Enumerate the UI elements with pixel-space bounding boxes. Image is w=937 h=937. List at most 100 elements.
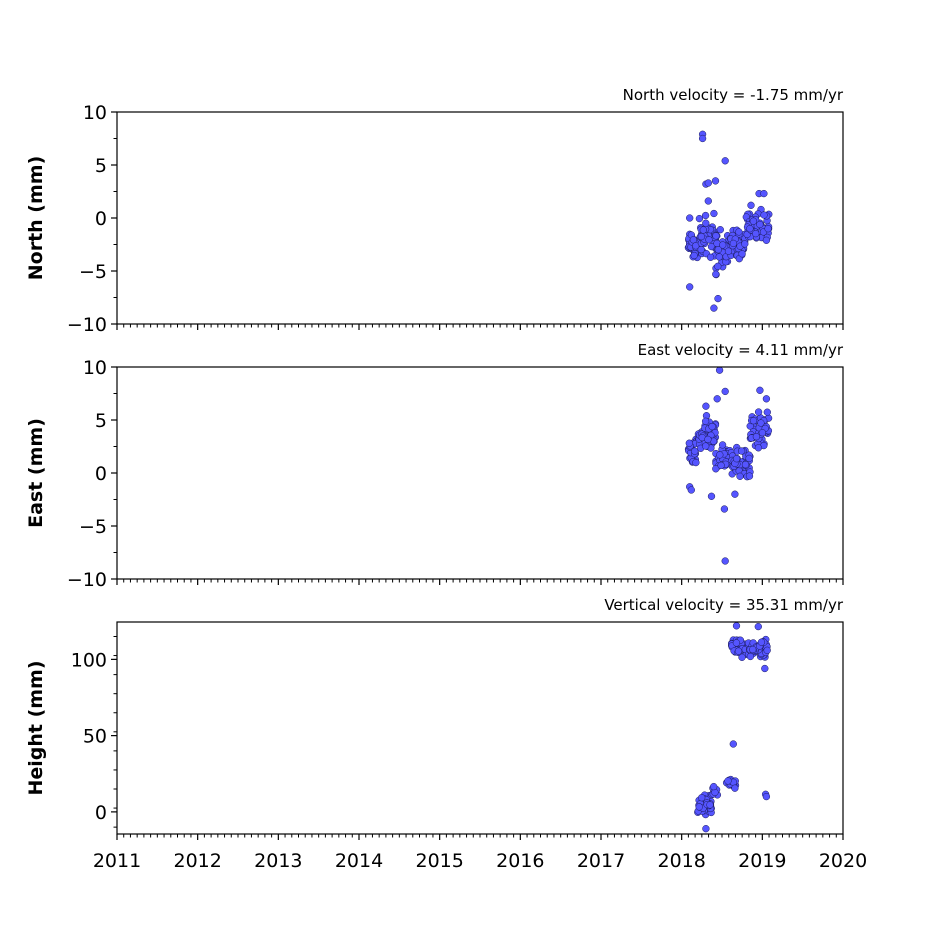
height-title: Vertical velocity = 35.31 mm/yr (604, 596, 844, 614)
data-point (697, 245, 705, 254)
data-point (754, 408, 763, 416)
data-point (716, 226, 724, 234)
y-tick-label: −5 (79, 261, 107, 283)
data-point (706, 801, 714, 809)
data-point (715, 253, 723, 261)
data-point (749, 417, 758, 425)
data-point (704, 435, 712, 444)
north-plot-frame (116, 111, 844, 325)
data-point (762, 395, 771, 403)
data-point (732, 622, 741, 630)
data-point (731, 490, 739, 498)
y-tick-label: 100 (71, 649, 107, 671)
height-y-axis: 0 50 100 (71, 635, 117, 828)
data-point (760, 211, 768, 219)
y-tick-label: 10 (83, 357, 107, 379)
data-point (713, 395, 721, 403)
east-title: East velocity = 4.11 mm/yr (638, 341, 844, 359)
data-point (756, 220, 764, 229)
data-point (741, 240, 749, 248)
data-point (724, 777, 732, 785)
data-point (724, 247, 733, 255)
data-point (737, 447, 746, 455)
data-point (721, 157, 729, 165)
data-point (746, 652, 755, 661)
data-point (712, 270, 720, 278)
data-point (738, 653, 746, 661)
data-point (708, 422, 716, 431)
y-tick-label: 50 (83, 726, 107, 748)
north-y-axis: −10 −5 0 5 10 (67, 102, 117, 336)
data-point (702, 825, 710, 833)
data-point (698, 794, 706, 802)
data-point (729, 740, 737, 748)
data-point (749, 645, 757, 654)
y-tick-label: −10 (67, 314, 107, 336)
data-point (687, 486, 695, 494)
data-point (715, 366, 724, 374)
data-point (749, 217, 758, 225)
height-x-axis: 2011 2012 2013 2014 2015 2016 2017 2018 2019 2020 (93, 834, 867, 872)
north-ylabel: North (mm) (25, 156, 47, 281)
height-ylabel: Height (mm) (25, 660, 47, 795)
data-point (763, 408, 771, 416)
data-point (729, 239, 738, 248)
x-tick-label: 2018 (657, 850, 705, 872)
y-tick-label: −5 (79, 516, 107, 538)
data-point (719, 241, 727, 249)
data-point (732, 639, 741, 647)
data-point (731, 784, 739, 792)
data-point (686, 283, 694, 291)
data-point (760, 189, 768, 198)
data-point (712, 232, 720, 240)
east-panel: East velocity = 4.11 mm/yr East (mm) −10 −5… (25, 341, 844, 591)
data-point (762, 236, 771, 244)
x-tick-label: 2013 (254, 850, 302, 872)
data-point (752, 229, 760, 238)
data-point (763, 646, 771, 654)
data-point (711, 177, 720, 185)
data-point (745, 454, 753, 463)
x-tick-label: 2012 (173, 850, 221, 872)
y-tick-label: 0 (95, 463, 107, 485)
data-point (735, 228, 743, 236)
east-ylabel: East (mm) (25, 418, 47, 528)
data-point (717, 461, 725, 470)
data-point (747, 201, 755, 209)
data-point (710, 782, 718, 791)
data-point (754, 444, 763, 452)
data-point (714, 262, 722, 270)
data-point (752, 433, 761, 441)
data-point (721, 557, 729, 565)
data-point (702, 402, 710, 410)
north-title: North velocity = -1.75 mm/yr (623, 86, 844, 104)
data-point (736, 472, 744, 480)
data-point (701, 211, 710, 220)
data-point (691, 447, 699, 455)
y-tick-label: 0 (95, 802, 107, 824)
x-tick-label: 2016 (496, 850, 544, 872)
data-point (710, 304, 718, 312)
data-point (718, 441, 727, 449)
north-panel: North velocity = -1.75 mm/yr North (mm) −1… (25, 86, 844, 336)
data-point (716, 451, 724, 459)
data-point (761, 664, 769, 673)
x-tick-label: 2015 (415, 850, 463, 872)
y-tick-label: 10 (83, 102, 107, 124)
data-point (695, 803, 703, 811)
data-point (714, 246, 722, 254)
data-point (734, 647, 743, 655)
data-point (686, 214, 694, 222)
data-point (706, 253, 715, 261)
data-point (702, 219, 710, 227)
data-point (758, 429, 767, 437)
east-y-axis: −10 −5 0 5 10 (67, 357, 117, 591)
x-tick-label: 2019 (738, 850, 786, 872)
data-point (738, 250, 746, 258)
data-point (745, 472, 754, 480)
x-tick-label: 2014 (335, 850, 383, 872)
y-tick-label: 0 (95, 208, 107, 230)
data-point (707, 492, 716, 500)
x-tick-label: 2020 (819, 850, 867, 872)
y-tick-label: 5 (95, 410, 107, 432)
